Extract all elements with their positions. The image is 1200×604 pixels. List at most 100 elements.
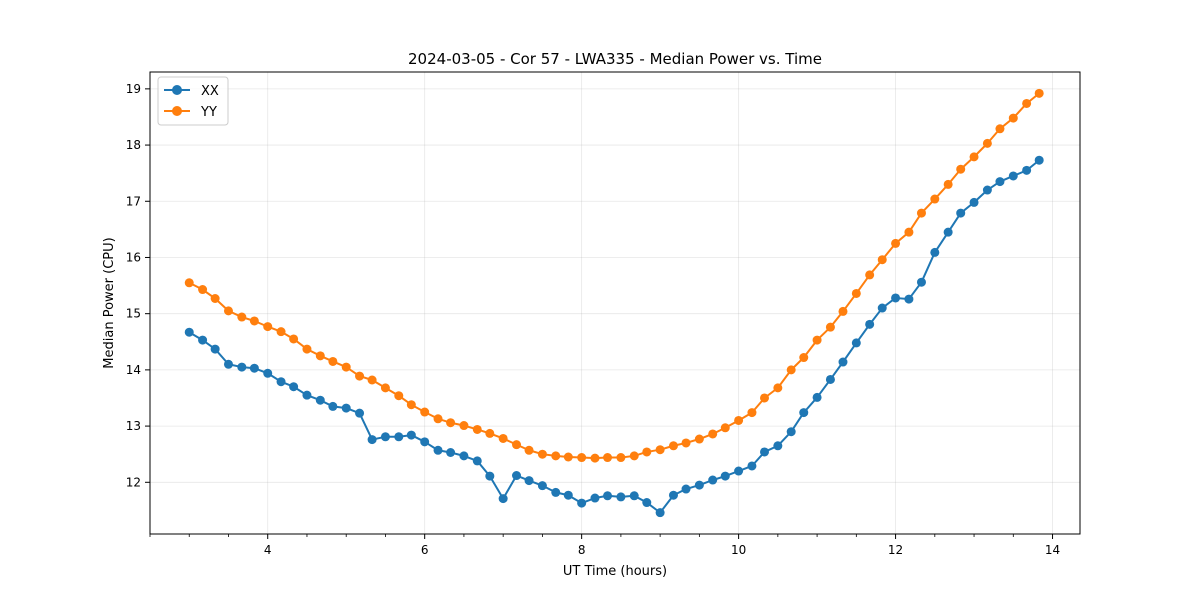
data-point-xx [210,344,220,354]
data-point-yy [773,383,783,393]
data-point-yy [512,440,522,450]
data-point-yy [590,453,600,463]
data-point-xx [1008,171,1018,181]
data-point-xx [760,447,770,457]
x-tick-label: 10 [731,543,746,557]
data-point-yy [341,362,351,372]
data-point-yy [551,451,561,461]
data-point-yy [498,433,508,443]
data-point-xx [916,277,926,287]
data-point-yy [616,453,626,463]
data-point-xx [956,208,966,218]
data-point-xx [394,432,404,442]
data-point-xx [799,408,809,418]
data-point-yy [982,138,992,148]
data-point-yy [1034,88,1044,98]
data-point-yy [223,306,233,316]
data-point-yy [812,335,822,345]
data-point-yy [825,322,835,332]
data-point-xx [302,390,312,400]
axis-ticks: 4 6 8 10 12 14 12 13 14 15 16 17 18 19 [126,82,1060,557]
data-point-yy [563,452,573,462]
data-point-xx [786,427,796,437]
data-point-xx [237,362,247,372]
data-point-yy [891,238,901,248]
data-point-xx [668,490,678,500]
data-point-xx [642,498,652,508]
data-point-yy [747,408,757,418]
data-point-xx [341,403,351,413]
data-point-xx [877,303,887,313]
data-point-xx [563,490,573,500]
data-point-yy [916,208,926,218]
data-point-yy [289,334,299,344]
data-point-yy [406,400,416,410]
data-point-xx [249,363,259,373]
data-point-xx [930,247,940,257]
data-point-xx [498,494,508,504]
data-point-yy [851,288,861,298]
data-point-yy [865,270,875,280]
data-point-xx [694,480,704,490]
data-point-xx [865,319,875,329]
data-point-yy [237,312,247,322]
data-point-xx [537,481,547,491]
data-point-xx [995,177,1005,187]
data-point-xx [812,392,822,402]
data-point-yy [380,383,390,393]
data-point-yy [328,356,338,366]
data-point-yy [263,322,273,332]
data-point-yy [472,424,482,434]
data-point-yy [708,429,718,439]
data-point-yy [446,418,456,428]
data-point-yy [485,428,495,438]
y-axis-label: Median Power (CPU) [102,237,117,368]
data-point-xx [223,359,233,369]
chart-title: 2024-03-05 - Cor 57 - LWA335 - Median Po… [408,50,822,68]
data-point-xx [355,408,365,418]
legend-marker-xx [172,85,182,95]
data-point-xx [629,491,639,501]
data-point-xx [982,185,992,195]
data-point-yy [720,423,730,433]
data-point-xx [276,377,286,387]
data-point-yy [198,285,208,295]
data-point-xx [459,451,469,461]
data-point-yy [394,391,404,401]
data-point-xx [825,374,835,384]
x-tick-label: 12 [888,543,903,557]
data-point-xx [773,441,783,451]
series-layer [184,88,1044,518]
data-point-yy [734,415,744,425]
data-point-yy [760,393,770,403]
x-tick-label: 6 [421,543,429,557]
data-point-yy [433,414,443,424]
x-tick-label: 14 [1045,543,1060,557]
data-point-xx [263,368,273,378]
data-point-xx [184,327,194,337]
legend-label-yy: YY [200,105,217,120]
data-point-yy [877,255,887,265]
data-point-xx [616,492,626,502]
y-tick-label: 13 [126,419,141,433]
data-point-xx [720,471,730,481]
data-point-yy [249,316,259,326]
data-point-yy [367,375,377,385]
data-point-xx [851,338,861,348]
data-point-xx [406,430,416,440]
data-point-yy [681,438,691,448]
data-point-yy [786,365,796,375]
data-point-yy [799,353,809,363]
data-point-xx [524,476,534,486]
data-point-yy [694,434,704,444]
y-tick-label: 16 [126,250,141,264]
y-tick-label: 15 [126,307,141,321]
plot-frame [149,71,1081,535]
data-point-xx [198,335,208,345]
data-point-xx [512,471,522,481]
y-tick-label: 12 [126,475,141,489]
data-point-yy [524,445,534,455]
legend-marker-yy [172,106,182,116]
data-point-xx [590,493,600,503]
